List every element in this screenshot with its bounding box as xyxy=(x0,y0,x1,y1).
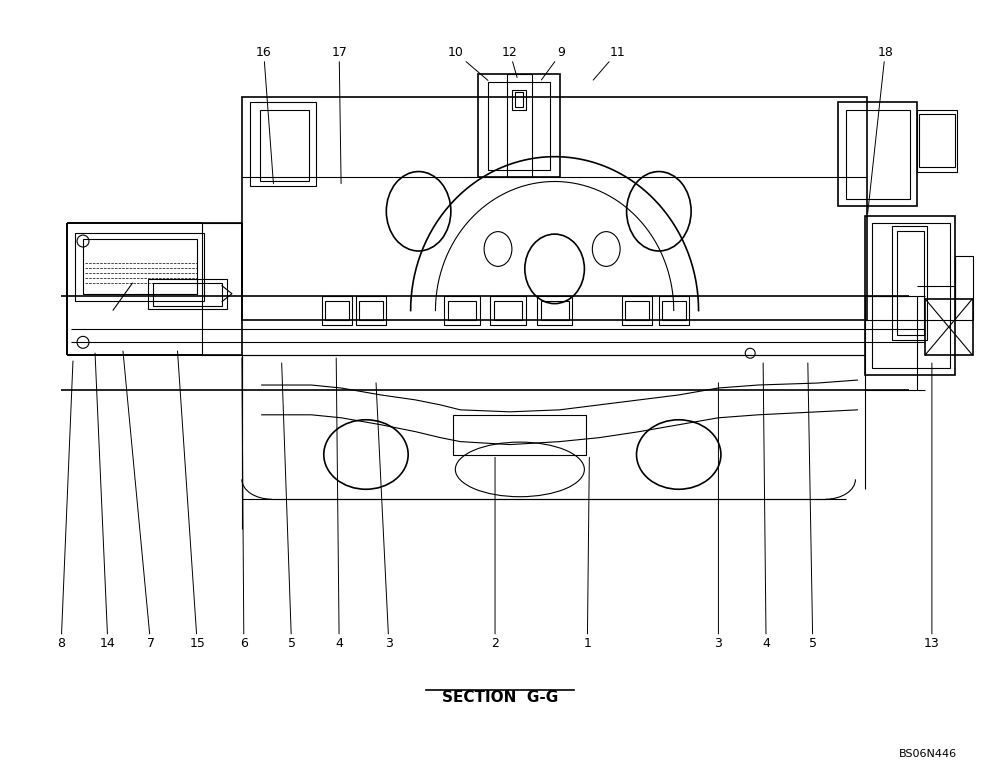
Text: 3: 3 xyxy=(714,383,722,650)
Bar xyxy=(153,282,222,306)
Bar xyxy=(448,300,476,320)
Bar xyxy=(359,300,383,320)
Text: 13: 13 xyxy=(924,363,940,650)
Bar xyxy=(838,102,917,206)
Text: 5: 5 xyxy=(282,363,296,650)
Bar xyxy=(322,296,352,325)
Text: 10: 10 xyxy=(447,46,488,81)
Text: 15: 15 xyxy=(178,351,205,650)
Text: 1: 1 xyxy=(583,457,591,650)
Bar xyxy=(148,279,227,309)
Text: 4: 4 xyxy=(335,358,343,650)
Text: BS06N446: BS06N446 xyxy=(899,750,957,760)
Text: 8: 8 xyxy=(57,361,73,650)
Bar xyxy=(659,296,689,325)
Bar xyxy=(478,74,560,176)
Bar xyxy=(512,90,526,110)
Bar xyxy=(541,300,569,320)
Text: 14: 14 xyxy=(95,353,116,650)
Bar xyxy=(955,256,973,320)
Bar xyxy=(260,110,309,182)
Text: 16: 16 xyxy=(256,46,273,184)
Bar xyxy=(507,74,532,176)
Bar xyxy=(662,300,686,320)
Text: 9: 9 xyxy=(541,46,565,80)
Bar xyxy=(325,300,349,320)
Bar xyxy=(83,239,197,293)
Bar xyxy=(865,217,955,375)
Bar xyxy=(919,114,955,167)
Bar xyxy=(494,300,522,320)
Bar xyxy=(75,233,204,300)
Bar xyxy=(625,300,649,320)
Bar xyxy=(846,110,910,199)
Text: 4: 4 xyxy=(762,363,770,650)
Text: 2: 2 xyxy=(491,457,499,650)
Bar xyxy=(515,92,523,107)
Text: 5: 5 xyxy=(808,363,817,650)
Text: 6: 6 xyxy=(240,358,248,650)
Text: 3: 3 xyxy=(376,383,393,650)
Text: 11: 11 xyxy=(593,46,625,80)
Bar xyxy=(622,296,652,325)
Bar xyxy=(917,110,957,171)
Text: 18: 18 xyxy=(868,46,893,213)
Text: SECTION  G-G: SECTION G-G xyxy=(442,691,558,705)
Text: 17: 17 xyxy=(331,46,347,184)
Bar xyxy=(453,415,586,455)
Text: 7: 7 xyxy=(123,351,155,650)
Bar xyxy=(925,299,973,355)
Bar xyxy=(897,231,924,335)
Bar xyxy=(537,296,572,325)
Bar xyxy=(892,226,927,341)
Bar xyxy=(444,296,480,325)
Text: 12: 12 xyxy=(502,46,518,78)
Bar xyxy=(490,296,526,325)
Bar xyxy=(242,97,867,320)
Bar xyxy=(872,223,950,368)
Bar xyxy=(488,82,550,170)
Bar xyxy=(250,102,316,186)
Bar xyxy=(356,296,386,325)
